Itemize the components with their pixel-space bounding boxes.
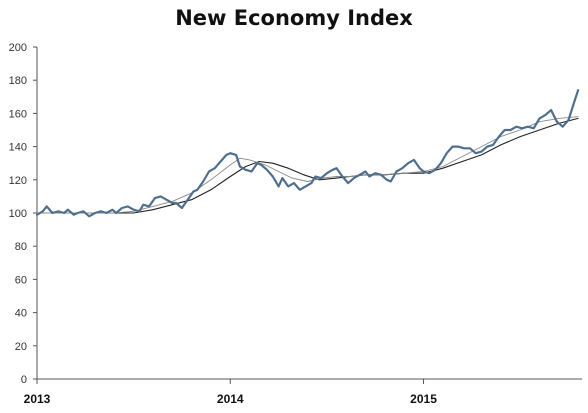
y-tick-label: 140 (9, 142, 27, 154)
y-tick-label: 20 (15, 341, 27, 353)
chart-axes: 0 20 40 60 80 100 120 140 160 180 200 2013 2014 2015 (9, 42, 582, 406)
x-tick-label: 2015 (410, 392, 437, 406)
chart-series (35, 89, 580, 218)
y-tick-label: 160 (9, 108, 27, 120)
y-tick-label: 120 (9, 175, 27, 187)
y-tick-label: 180 (9, 75, 27, 87)
series-line-short-moving-average (36, 116, 579, 214)
chart-title: New Economy Index (175, 6, 413, 30)
y-tick-label: 80 (15, 241, 27, 253)
y-tick-label: 100 (9, 208, 27, 220)
y-tick-label: 0 (21, 374, 27, 386)
y-tick-label: 40 (15, 308, 27, 320)
x-tick-label: 2013 (24, 392, 51, 406)
x-tick-label: 2014 (217, 392, 244, 406)
series-line-long-moving-average (36, 117, 579, 214)
series-line-index (35, 89, 580, 218)
y-tick-label: 60 (15, 274, 27, 286)
y-tick-label: 200 (9, 42, 27, 54)
